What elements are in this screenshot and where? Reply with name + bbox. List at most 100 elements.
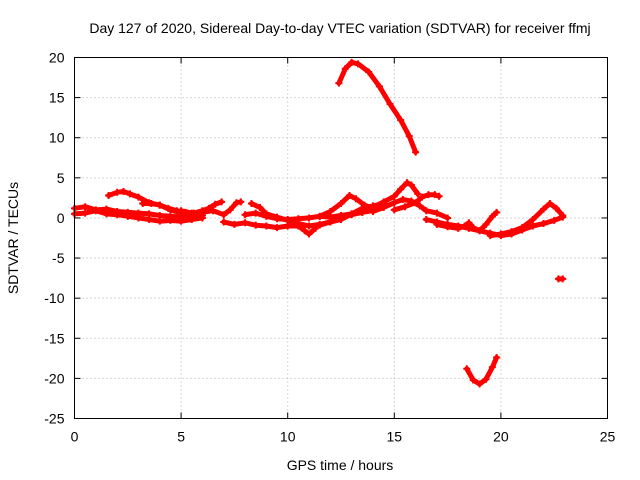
data-point [113, 211, 121, 219]
data-point [273, 213, 281, 221]
data-point [375, 82, 383, 90]
data-point [424, 191, 432, 199]
data-point [488, 212, 496, 220]
data-point [559, 212, 567, 220]
data-point [369, 208, 377, 216]
data-point [120, 187, 128, 195]
data-point [226, 206, 234, 214]
data-point [390, 199, 398, 207]
data-point [540, 220, 548, 228]
data-point [454, 224, 462, 232]
data-point [461, 222, 469, 230]
data-point [435, 192, 443, 200]
x-tick-label: 5 [177, 429, 185, 445]
data-point [252, 221, 260, 229]
data-point [493, 208, 501, 216]
y-tick-label: -10 [44, 290, 64, 306]
chart-title: Day 127 of 2020, Sidereal Day-to-day VTE… [89, 20, 590, 36]
y-tick-label: -20 [44, 370, 64, 386]
data-point [365, 68, 373, 76]
data-point [241, 219, 249, 227]
data-point [358, 208, 366, 216]
data-point [262, 210, 270, 218]
data-point [497, 230, 505, 238]
data-point [348, 211, 356, 219]
data-point [218, 198, 226, 206]
data-point [124, 212, 132, 220]
data-point [230, 220, 238, 228]
x-tick-label: 15 [387, 429, 403, 445]
series-arc-13 [390, 191, 443, 214]
data-point [508, 228, 516, 236]
data-point [301, 227, 309, 235]
data-point [488, 363, 496, 371]
data-point [256, 204, 264, 212]
data-point [354, 60, 362, 68]
series-arc-11 [335, 58, 420, 156]
data-point [209, 207, 217, 215]
series-arc-10 [316, 179, 422, 229]
x-tick-label: 10 [280, 429, 296, 445]
data-point [482, 220, 490, 228]
series-trace [434, 209, 500, 234]
data-point [237, 198, 245, 206]
data-point [220, 211, 228, 219]
data-point [273, 224, 281, 232]
data-point [348, 58, 356, 66]
series-arc-8 [247, 200, 388, 230]
data-point [139, 200, 147, 208]
data-point [346, 191, 354, 199]
data-point [431, 191, 439, 199]
series-arc-5 [177, 198, 245, 219]
grid [74, 57, 608, 419]
y-tick-label: 20 [49, 50, 65, 66]
data-point [433, 220, 441, 228]
data-point [166, 216, 174, 224]
data-point [552, 204, 560, 212]
data-point [529, 222, 537, 230]
data-point [316, 212, 324, 220]
data-point [284, 216, 292, 224]
data-point [198, 208, 206, 216]
data-point [469, 376, 477, 384]
data-point [156, 201, 164, 209]
series-arc-15 [433, 208, 501, 235]
y-tick-label: -5 [52, 250, 65, 266]
data-point [188, 209, 196, 217]
data-point [546, 200, 554, 208]
data-point [486, 232, 494, 240]
plot-frame [74, 57, 608, 419]
data-point [305, 214, 313, 222]
data-point [386, 100, 394, 108]
y-tick-label: 5 [57, 170, 65, 186]
data-point [397, 116, 405, 124]
series-trace [336, 59, 419, 155]
data-point [433, 209, 441, 217]
data-point [156, 217, 164, 225]
data-point [341, 65, 349, 73]
axis-ticks: 0 5 10 15 20 25 -25 -20 -15 -10 -5 0 5 10 15 20 [44, 50, 615, 445]
data-point [414, 190, 422, 198]
data-point [412, 148, 420, 156]
x-axis-label: GPS time / hours [287, 457, 394, 473]
data-point [92, 207, 100, 215]
x-tick-label: 0 [71, 429, 79, 445]
data-point [550, 216, 558, 224]
data-point [380, 204, 388, 212]
data-point [105, 191, 113, 199]
data-point [422, 207, 430, 215]
data-point [335, 79, 343, 87]
data-point [102, 210, 110, 218]
data-point [164, 204, 172, 212]
data-point [326, 218, 334, 226]
data-point [294, 220, 302, 228]
data-point [476, 380, 484, 388]
y-tick-label: 0 [57, 210, 65, 226]
y-axis-label: SDTVAR / TECUs [5, 182, 21, 294]
data-point [252, 209, 260, 217]
data-point [145, 216, 153, 224]
data-point [326, 208, 334, 216]
data-point [126, 190, 134, 198]
data-point [407, 181, 415, 189]
data-series [71, 58, 567, 388]
